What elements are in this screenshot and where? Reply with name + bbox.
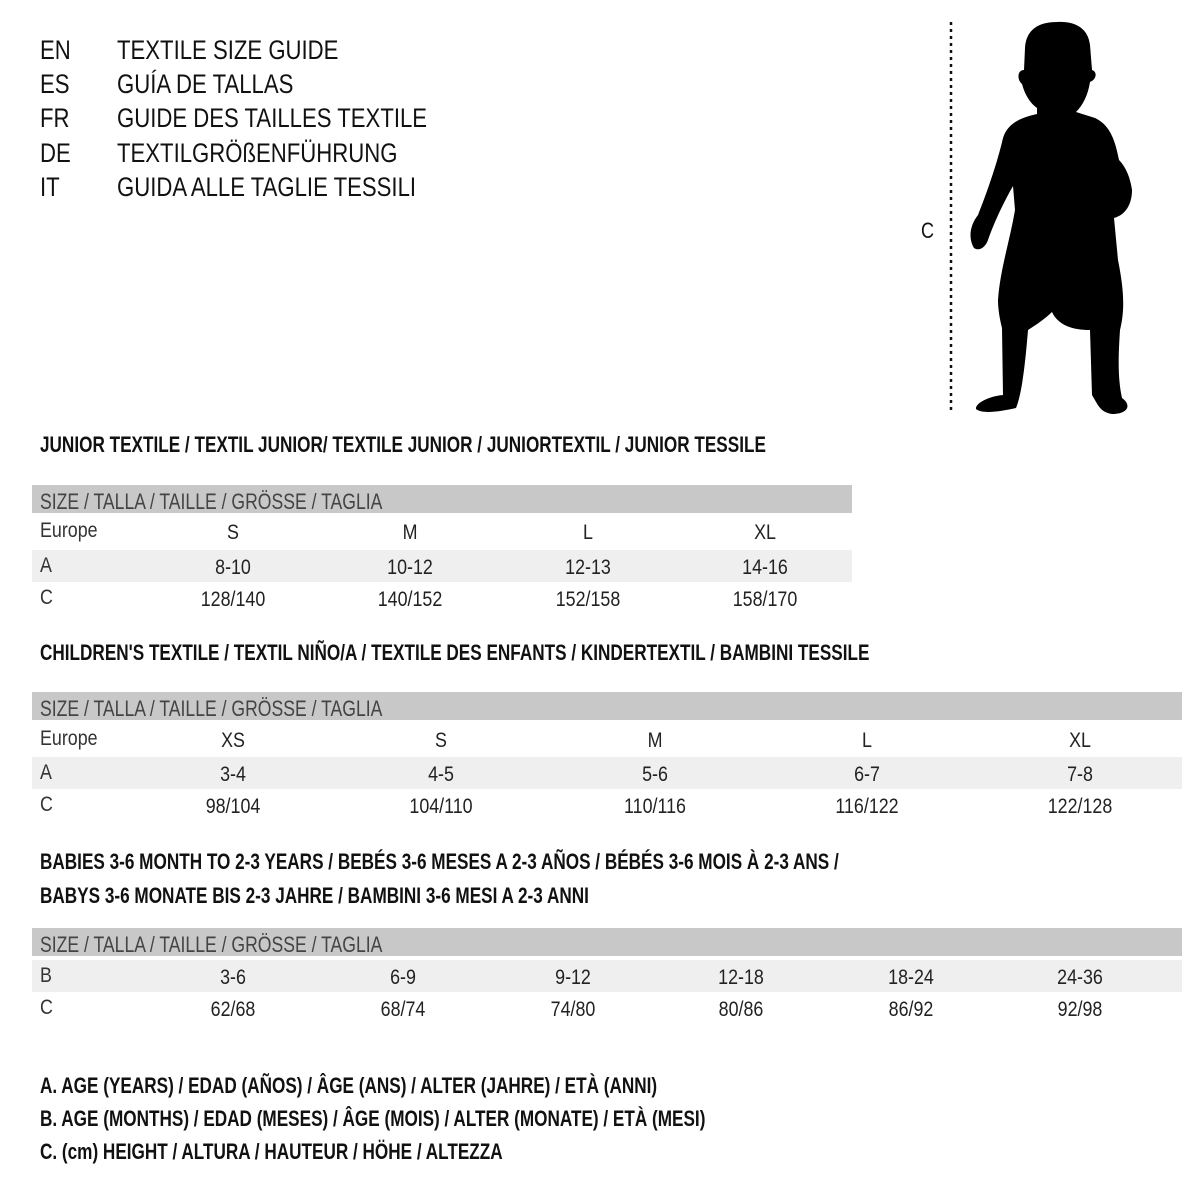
row-label: Europe (40, 519, 98, 542)
section-heading: BABIES 3-6 MONTH TO 2-3 YEARS / BEBÉS 3-… (40, 849, 839, 874)
table-header-band: SIZE / TALLA / TAILLE / GRÖSSE / TAGLIA (32, 485, 852, 514)
table-cell: 122/128 (1047, 795, 1113, 818)
table-cell: 158/170 (732, 588, 798, 611)
table-row: B 3-6 6-9 9-12 12-18 18-24 24-36 (32, 960, 1182, 992)
table-row: C 98/104 104/110 110/116 116/122 122/128 (32, 789, 1182, 821)
table-cell: 98/104 (205, 795, 261, 818)
row-label: C (40, 586, 53, 609)
legend-item: C. (cm) HEIGHT / ALTURA / HAUTEUR / HÖHE… (40, 1139, 503, 1164)
language-code: IT (40, 172, 60, 202)
section-heading: CHILDREN'S TEXTILE / TEXTIL NIÑO/A / TEX… (40, 640, 870, 665)
table-cell: 12-13 (565, 556, 611, 579)
guide-title: TEXTILGRÖßENFÜHRUNG (117, 138, 398, 168)
language-code: EN (40, 35, 71, 65)
table-cell: 5-6 (642, 763, 668, 786)
table-cell: S (227, 521, 239, 544)
table-cell: 10-12 (387, 556, 433, 579)
table-header: SIZE / TALLA / TAILLE / GRÖSSE / TAGLIA (40, 489, 383, 514)
table-cell: 116/122 (835, 795, 899, 818)
table-cell: 24-36 (1057, 966, 1103, 989)
table-cell: 86/92 (888, 998, 934, 1021)
row-label: B (40, 964, 52, 987)
table-cell: 14-16 (742, 556, 788, 579)
table-cell: 9-12 (555, 966, 591, 989)
table-header-band: SIZE / TALLA / TAILLE / GRÖSSE / TAGLIA (32, 692, 1182, 721)
table-cell: 74/80 (550, 998, 596, 1021)
table-cell: 140/152 (377, 588, 443, 611)
table-cell: M (402, 521, 418, 544)
language-code: FR (40, 103, 70, 133)
table-cell: 152/158 (555, 588, 621, 611)
table-cell: L (862, 729, 872, 752)
table-cell: 18-24 (888, 966, 934, 989)
table-row: C 128/140 140/152 152/158 158/170 (32, 582, 852, 614)
table-header-band: SIZE / TALLA / TAILLE / GRÖSSE / TAGLIA (32, 928, 1182, 957)
table-cell: 12-18 (718, 966, 764, 989)
table-cell: 110/116 (624, 795, 686, 818)
row-label: A (40, 554, 52, 577)
guide-title: GUIDE DES TAILLES TEXTILE (117, 103, 428, 133)
row-label: C (40, 793, 53, 816)
table-cell: 7-8 (1067, 763, 1093, 786)
row-label: C (40, 996, 53, 1019)
table-cell: 4-5 (428, 763, 454, 786)
table-header: SIZE / TALLA / TAILLE / GRÖSSE / TAGLIA (40, 932, 383, 957)
table-cell: 68/74 (380, 998, 426, 1021)
table-header: SIZE / TALLA / TAILLE / GRÖSSE / TAGLIA (40, 696, 383, 721)
table-cell: L (583, 521, 593, 544)
table-row: Europe S M L XL (32, 515, 852, 547)
row-label: A (40, 761, 52, 784)
table-row: C 62/68 68/74 74/80 80/86 86/92 92/98 (32, 992, 1182, 1024)
table-cell: S (435, 729, 447, 752)
table-row: A 8-10 10-12 12-13 14-16 (32, 550, 852, 582)
table-cell: 6-7 (854, 763, 880, 786)
row-label: Europe (40, 727, 98, 750)
guide-title: GUIDA ALLE TAGLIE TESSILI (117, 172, 417, 202)
table-row: Europe XS S M L XL (32, 723, 1182, 755)
height-measure-label: C (921, 218, 935, 243)
child-silhouette-icon (949, 21, 1132, 414)
guide-title: GUÍA DE TALLAS (117, 69, 294, 99)
guide-title: TEXTILE SIZE GUIDE (117, 35, 339, 65)
table-cell: 92/98 (1057, 998, 1103, 1021)
table-row: A 3-4 4-5 5-6 6-7 7-8 (32, 757, 1182, 789)
table-cell: 8-10 (215, 556, 251, 579)
table-cell: XL (754, 521, 776, 544)
table-cell: 6-9 (390, 966, 416, 989)
section-heading: JUNIOR TEXTILE / TEXTIL JUNIOR/ TEXTILE … (40, 432, 766, 457)
language-code: DE (40, 138, 71, 168)
table-cell: 80/86 (718, 998, 764, 1021)
table-cell: 3-4 (220, 763, 246, 786)
table-cell: 3-6 (220, 966, 246, 989)
legend-item: A. AGE (YEARS) / EDAD (AÑOS) / ÂGE (ANS)… (40, 1073, 658, 1098)
table-cell: M (647, 729, 663, 752)
table-cell: XS (221, 729, 245, 752)
table-cell: 104/110 (409, 795, 473, 818)
language-code: ES (40, 69, 70, 99)
section-heading: BABYS 3-6 MONATE BIS 2-3 JAHRE / BAMBINI… (40, 883, 589, 908)
table-cell: 128/140 (200, 588, 266, 611)
table-cell: 62/68 (210, 998, 256, 1021)
legend-item: B. AGE (MONTHS) / EDAD (MESES) / ÂGE (MO… (40, 1106, 706, 1131)
table-cell: XL (1069, 729, 1091, 752)
